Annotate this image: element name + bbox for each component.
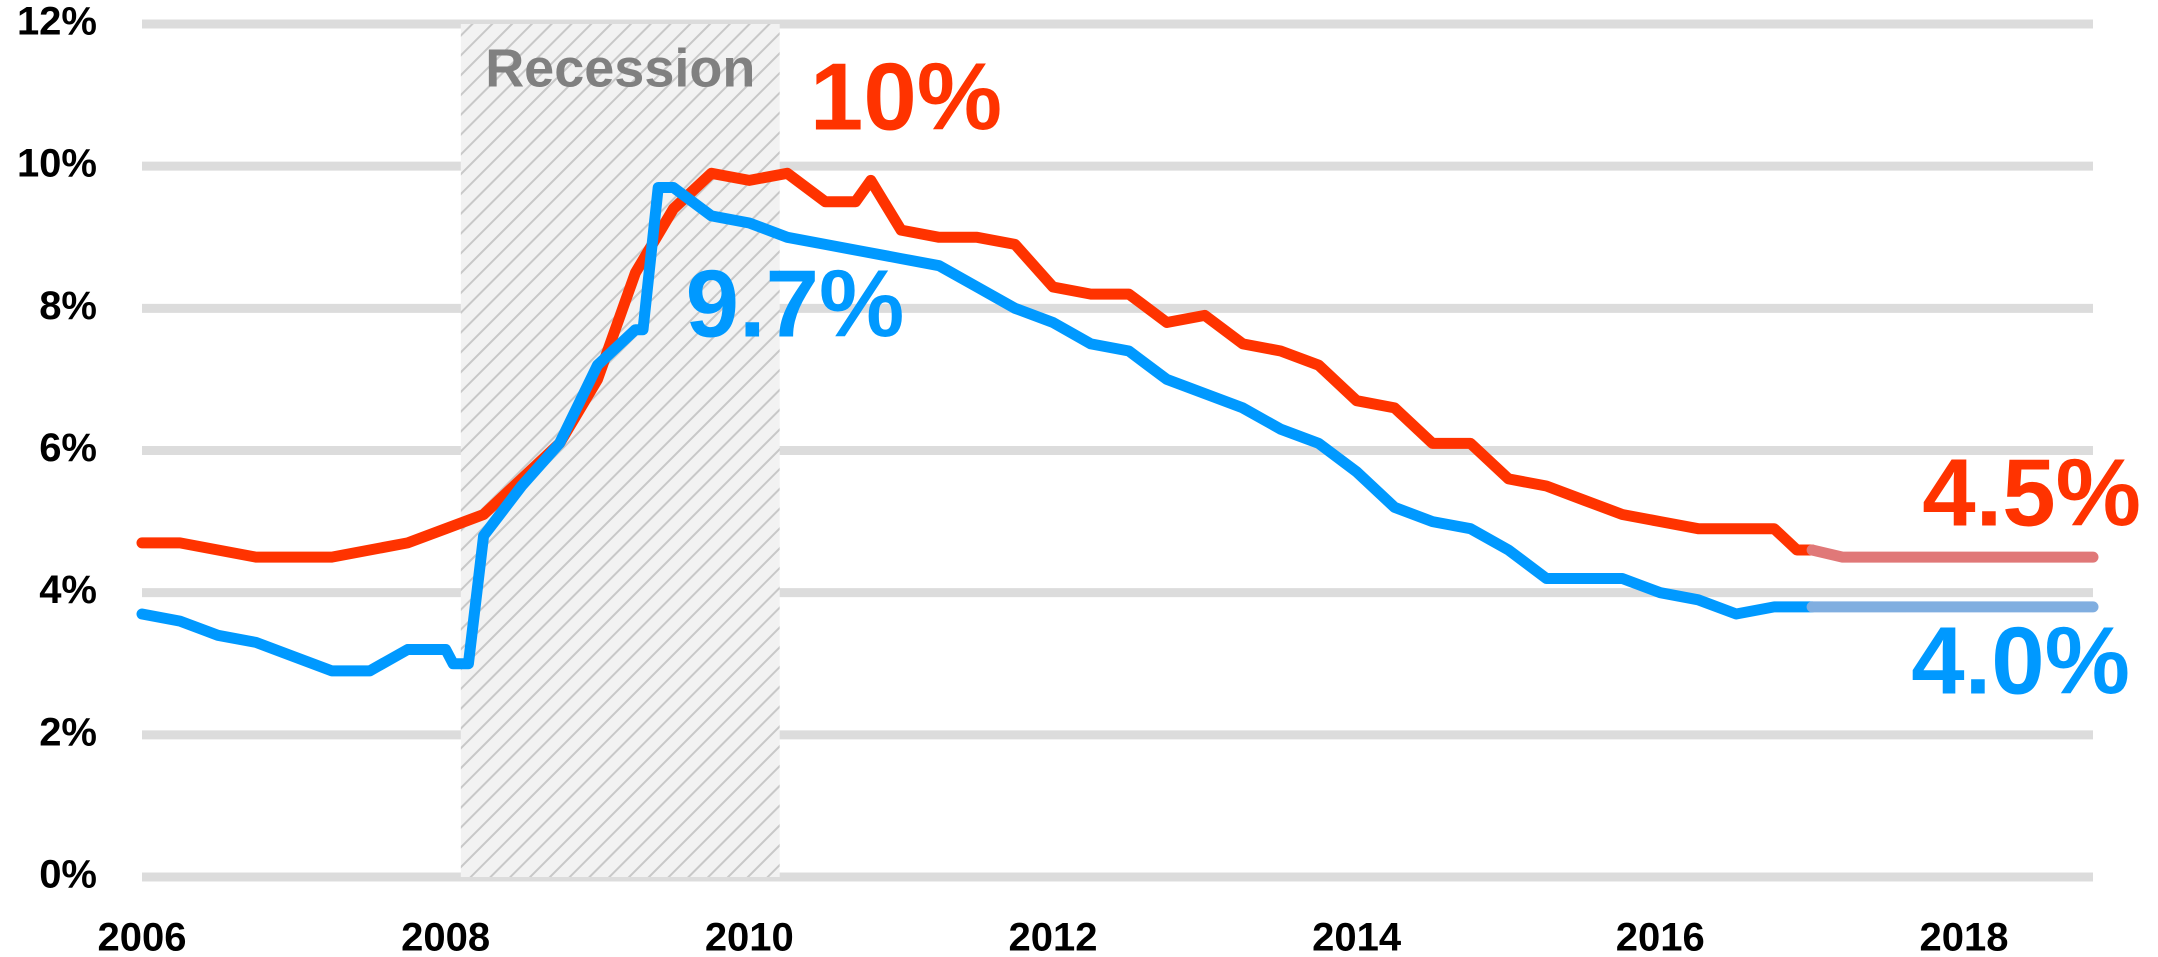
annotation: 4.5% <box>1922 439 2141 546</box>
recession-shade <box>460 24 780 877</box>
series-line <box>1806 544 2099 563</box>
labels: 0% 2% 4% 6% 8% 10% 12% 2006 2008 2010 2012 2014 2016… <box>17 0 2141 957</box>
x-tick-label: 2012 <box>1008 916 1097 957</box>
y-tick-label: 12% <box>17 0 97 44</box>
x-tick-label: 2018 <box>1919 916 2008 957</box>
lines <box>136 167 2099 677</box>
annotation: 10% <box>810 43 1002 150</box>
y-tick-label: 6% <box>39 426 97 470</box>
x-tick-label: 2016 <box>1616 916 1705 957</box>
annotation: 9.7% <box>686 250 905 357</box>
y-tick-label: 4% <box>39 568 97 612</box>
x-tick-label: 2010 <box>705 916 794 957</box>
x-tick-label: 2006 <box>98 916 187 957</box>
recession-band <box>460 24 780 877</box>
series-line <box>136 182 1818 677</box>
grid <box>142 19 2093 882</box>
y-tick-label: 10% <box>17 142 97 186</box>
annotation: 4.0% <box>1911 607 2130 714</box>
y-tick-label: 8% <box>39 284 97 328</box>
x-tick-label: 2014 <box>1312 916 1402 957</box>
recession-label: Recession <box>485 38 755 98</box>
x-tick-label: 2008 <box>401 916 490 957</box>
y-tick-label: 2% <box>39 710 97 754</box>
y-tick-label: 0% <box>39 853 97 897</box>
series-line <box>136 167 1818 563</box>
